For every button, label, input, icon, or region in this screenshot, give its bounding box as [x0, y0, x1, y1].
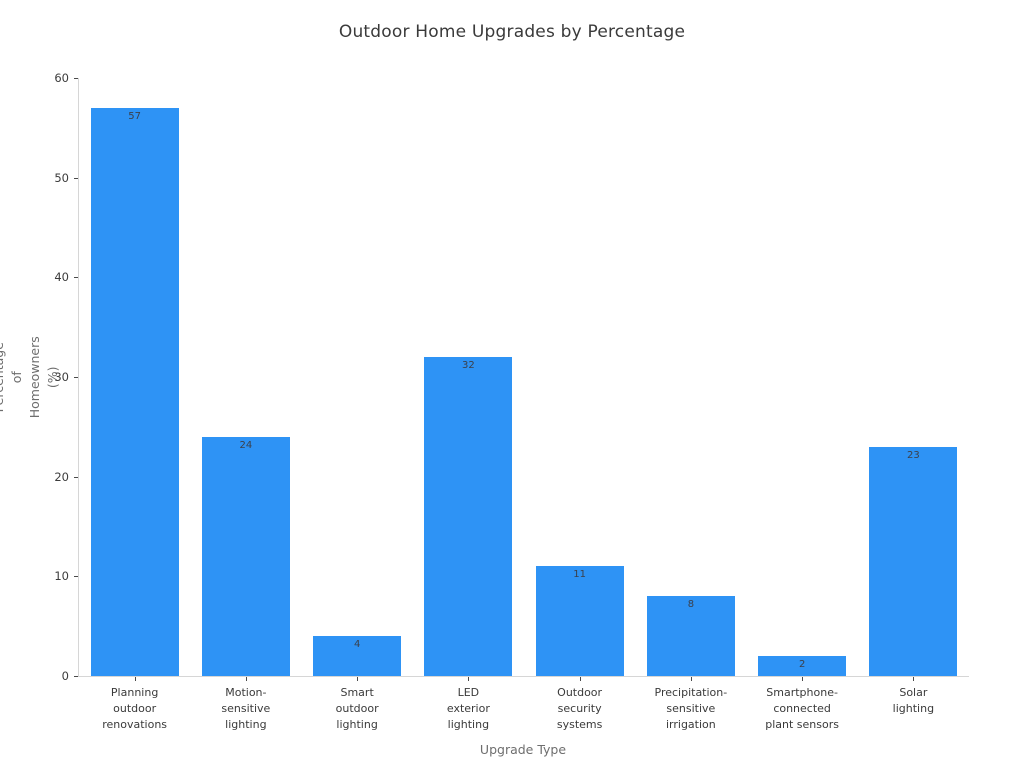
y-tick-label-20: 20 — [54, 469, 69, 484]
bar-value-label-3: 32 — [462, 360, 475, 372]
x-category-label-7: Solar lighting — [892, 686, 935, 715]
x-tick-mark-1 — [245, 677, 247, 681]
x-tick-mark-7 — [913, 677, 915, 681]
x-tick-mark-6 — [802, 677, 804, 681]
bar-slot-4: 11 — [524, 78, 635, 681]
bar-value-label-7: 23 — [907, 449, 920, 461]
x-category-label-6: Smartphone- connected plant sensors — [765, 686, 839, 731]
x-tick-mark-5 — [690, 677, 692, 681]
y-tick-label-0: 0 — [61, 669, 69, 683]
bar-5: 8 — [646, 596, 735, 676]
x-category-label-5: Precipitation- sensitive irrigation — [654, 686, 728, 731]
y-tick-mark-60 — [74, 78, 78, 79]
x-category-label-2: Smart outdoor lighting — [335, 686, 379, 731]
bar-6: 2 — [758, 656, 847, 676]
bar-value-label-0: 57 — [128, 110, 141, 122]
y-tick-label-10: 10 — [54, 569, 69, 584]
bar-slot-7: 23 — [858, 78, 969, 681]
y-tick-label-60: 60 — [54, 71, 69, 85]
bar-3: 32 — [424, 357, 513, 676]
bar-slot-3: 32 — [413, 78, 524, 681]
chart-title: Outdoor Home Upgrades by Percentage — [338, 22, 686, 42]
bar-slot-6: 2 — [747, 78, 858, 681]
bar-value-label-5: 8 — [687, 599, 695, 611]
bar-1: 24 — [201, 436, 290, 676]
x-axis-category-labels: Planning outdoor renovations Motion- sens… — [79, 685, 969, 733]
bar-slot-5: 8 — [635, 78, 746, 681]
y-tick-label-30: 30 — [54, 370, 69, 384]
x-tick-mark-4 — [579, 677, 581, 681]
x-category-label-0: Planning outdoor renovations — [102, 686, 168, 731]
bar-2: 4 — [313, 636, 402, 676]
bars-container: 57 24 4 32 11 8 2 23 — [79, 78, 969, 681]
y-tick-mark-40 — [74, 277, 78, 279]
bar-value-label-2: 4 — [353, 639, 361, 651]
x-tick-mark-0 — [134, 677, 136, 681]
y-tick-label-50: 50 — [54, 170, 69, 185]
x-category-label-4: Outdoor security systems — [556, 686, 603, 731]
x-category-label-3: LED exterior lighting — [446, 686, 490, 731]
x-axis-label: Upgrade Type — [479, 742, 567, 757]
bar-0: 57 — [90, 107, 179, 676]
plot-area: 57 24 4 32 11 8 2 23 Planning outdoor renovatio… — [54, 71, 969, 731]
bar-slot-0: 57 — [79, 78, 190, 681]
bar-4: 11 — [535, 566, 624, 676]
y-tick-label-40: 40 — [54, 270, 69, 285]
y-tick-mark-10 — [74, 576, 78, 578]
x-tick-mark-2 — [357, 677, 359, 681]
bar-slot-2: 4 — [302, 78, 413, 681]
y-tick-mark-30 — [74, 377, 78, 378]
y-tick-mark-20 — [74, 476, 78, 478]
x-category-label-1: Motion- sensitive lighting — [221, 686, 271, 731]
x-tick-mark-3 — [468, 677, 470, 681]
bar-slot-1: 24 — [190, 78, 301, 681]
y-tick-mark-50 — [74, 177, 78, 179]
bar-value-label-1: 24 — [239, 439, 253, 451]
y-tick-mark-0 — [74, 676, 78, 677]
bar-value-label-6: 2 — [798, 659, 806, 671]
bar-value-label-4: 11 — [573, 569, 586, 581]
bar-7: 23 — [869, 446, 958, 676]
